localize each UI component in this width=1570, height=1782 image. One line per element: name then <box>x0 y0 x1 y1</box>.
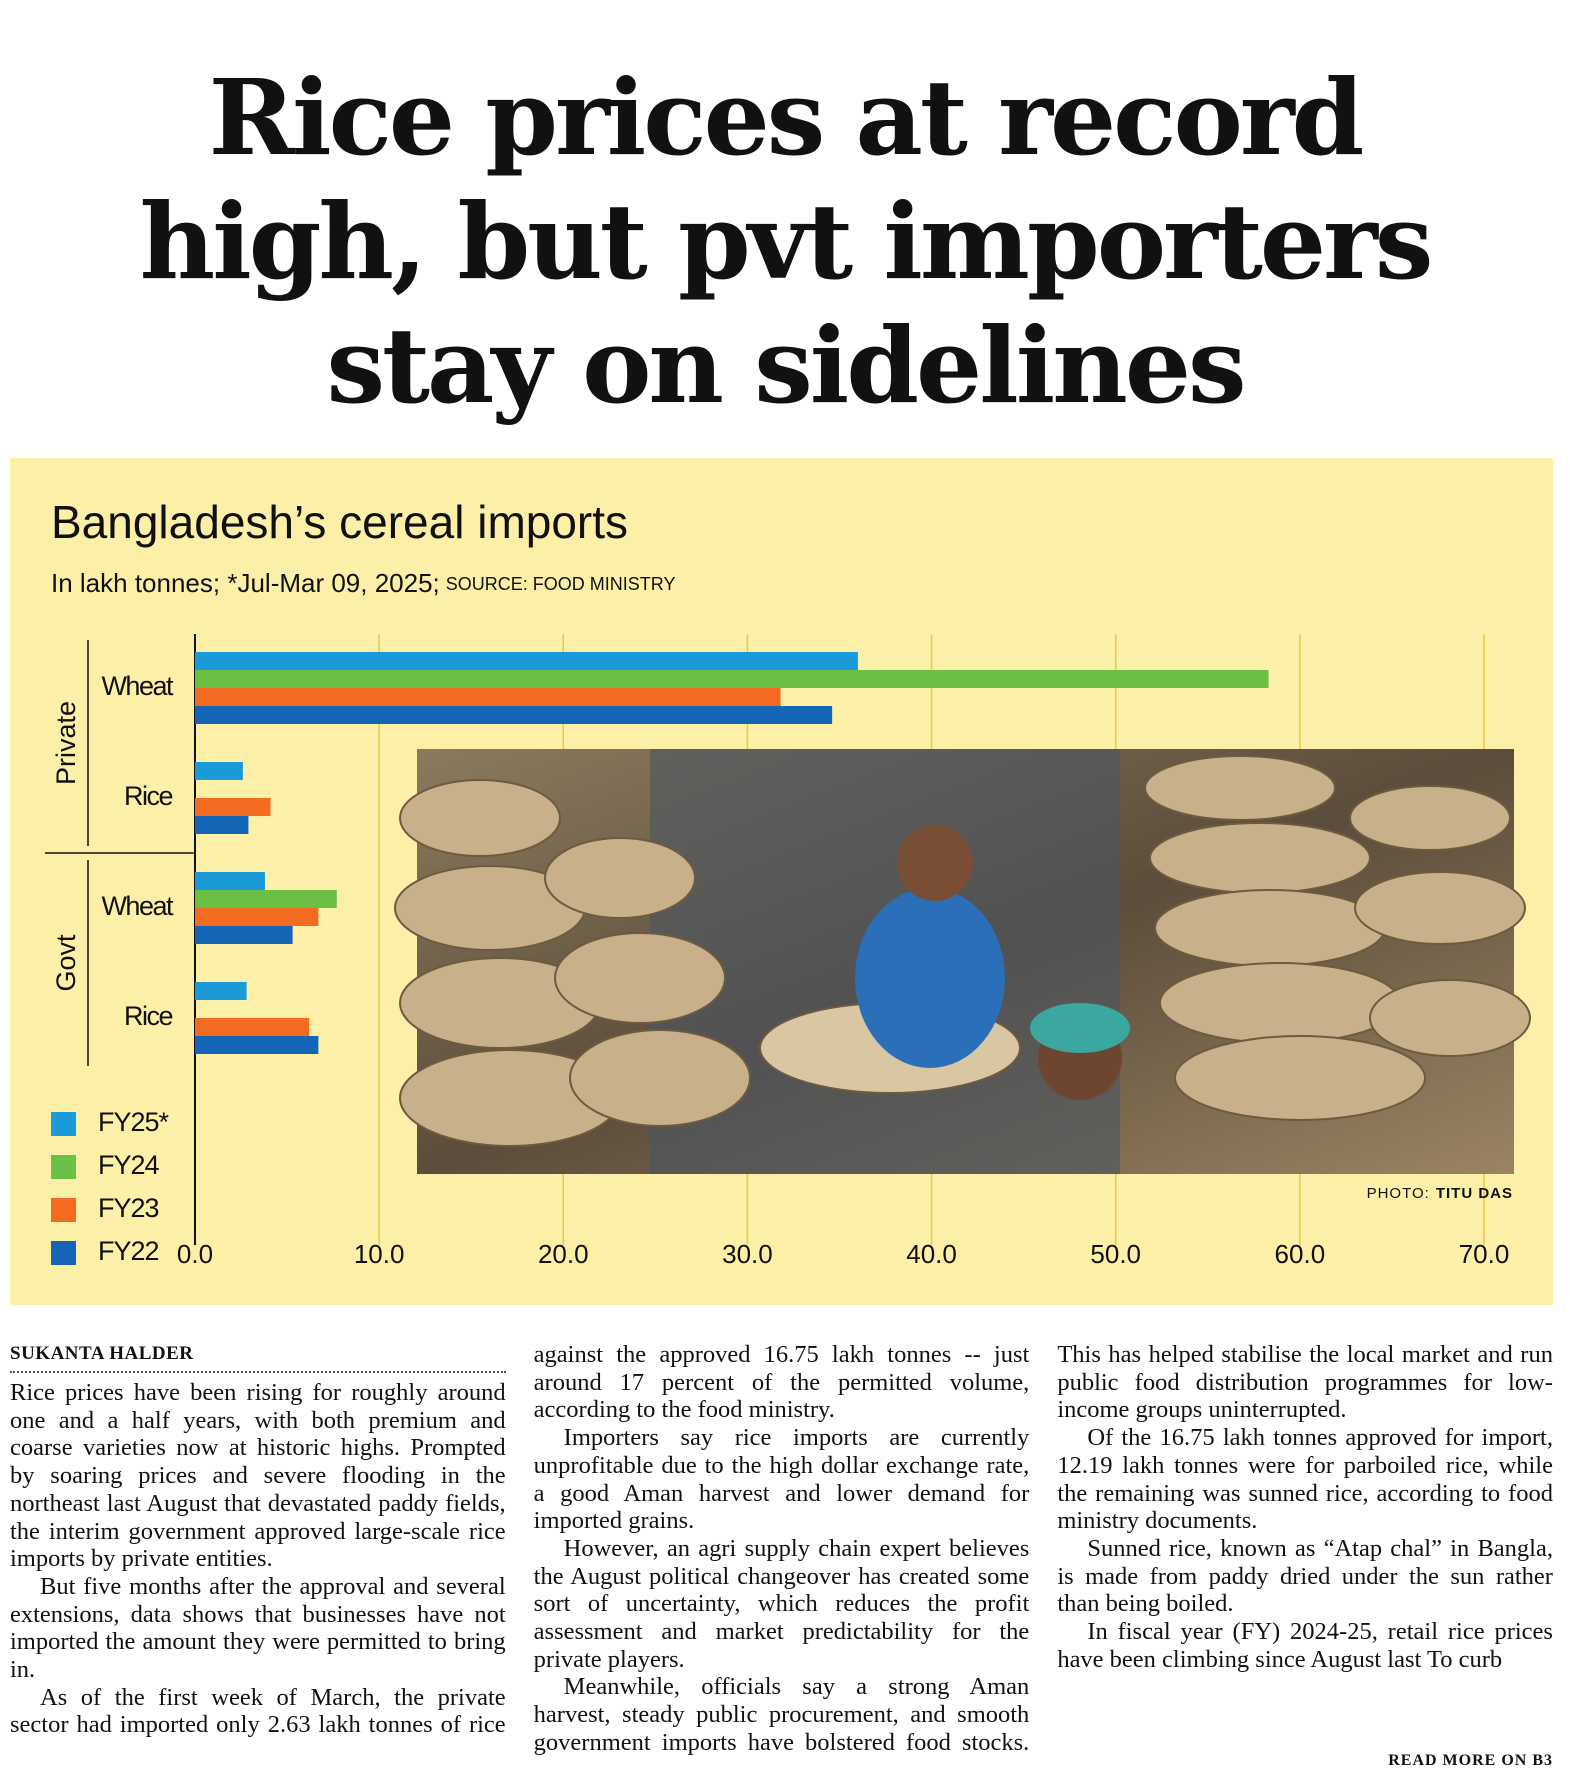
paragraph: As of the first week of March, the priva… <box>10 1341 1030 1739</box>
bar <box>195 652 858 670</box>
x-tick-label: 10.0 <box>354 1239 405 1269</box>
source: SOURCE: FOOD MINISTRY <box>446 574 676 594</box>
photo-credit: PHOTO: TITU DAS <box>1367 1185 1513 1202</box>
legend-label: FY24 <box>98 1150 160 1180</box>
x-tick-label: 40.0 <box>906 1239 957 1269</box>
category-label: Rice <box>124 1001 172 1031</box>
x-tick-label: 20.0 <box>538 1239 589 1269</box>
category-label: Rice <box>124 781 172 811</box>
bar <box>195 1036 319 1054</box>
legend-label: FY25* <box>98 1107 170 1137</box>
chart-subtitle: In lakh tonnes; *Jul-Mar 09, 2025; SOURCE… <box>51 568 675 598</box>
sacks <box>394 755 1531 1147</box>
bar <box>195 706 833 724</box>
headline-line: stay on sidelines <box>326 304 1246 427</box>
bar <box>195 762 243 780</box>
paragraph: In fiscal year (FY) 2024-25, retail rice… <box>1057 1618 1553 1673</box>
bar <box>195 688 781 706</box>
legend-swatch <box>51 1241 76 1265</box>
headline: Rice prices at record high, but pvt impo… <box>0 56 1570 428</box>
photo <box>394 749 1531 1174</box>
subtitle: In lakh tonnes; *Jul-Mar 09, 2025; <box>51 568 440 598</box>
category-label: Wheat <box>101 891 174 921</box>
paragraph: Of the 16.75 lakh tonnes approved for im… <box>1057 1424 1553 1535</box>
x-tick-label: 70.0 <box>1459 1239 1510 1269</box>
workers <box>855 825 1130 1100</box>
photo-credit-label: PHOTO: <box>1367 1185 1430 1202</box>
byline: SUKANTA HALDER <box>10 1341 506 1373</box>
x-tick-label: 30.0 <box>722 1239 773 1269</box>
bar <box>195 982 247 1000</box>
paragraph: Importers say rice imports are currently… <box>533 1424 1030 1535</box>
paragraph: Rice prices have been rising for roughly… <box>10 1379 506 1573</box>
plot: 0.0 10.0 20.0 30.0 40.0 50.0 60.0 70.0WheatRice… <box>45 634 1509 1269</box>
paragraph: Meanwhile, officials say a strong Aman h… <box>533 1341 1553 1756</box>
bar <box>195 670 1269 688</box>
paragraph: But five months after the approval and s… <box>10 1572 506 1684</box>
paragraph: However, an agri supply chain expert bel… <box>533 1534 1030 1673</box>
bar <box>195 926 293 944</box>
legend-swatch <box>51 1155 76 1179</box>
x-tick-label: 50.0 <box>1090 1239 1141 1269</box>
headline-line: Rice prices at record <box>208 56 1365 179</box>
photo-credit-name: TITU DAS <box>1436 1185 1513 1202</box>
article: SUKANTA HALDER Rice prices have been ris… <box>10 1341 1553 1757</box>
legend-label: FY23 <box>98 1193 159 1223</box>
chart-title: Bangladesh’s cereal imports <box>51 496 628 548</box>
category-label: Wheat <box>101 671 174 701</box>
bar <box>195 908 319 926</box>
bar <box>195 798 271 816</box>
continuation: READ MORE ON B3 <box>1388 1752 1553 1769</box>
legend-swatch <box>51 1198 76 1222</box>
legend-swatch <box>51 1112 76 1136</box>
bar <box>195 816 249 834</box>
headline-line: high, but pvt importers <box>139 180 1434 303</box>
group-label: Private <box>51 701 81 785</box>
chart: Bangladesh’s cereal imports In lakh tonn… <box>10 458 1553 1305</box>
bar <box>195 890 337 908</box>
bar <box>195 872 265 890</box>
bar <box>195 1018 310 1036</box>
paragraph: Sunned rice, known as “Atap chal” in Ban… <box>1057 1534 1553 1618</box>
legend-label: FY22 <box>98 1236 159 1266</box>
group-label: Govt <box>51 934 81 992</box>
x-tick-label: 60.0 <box>1275 1239 1326 1269</box>
